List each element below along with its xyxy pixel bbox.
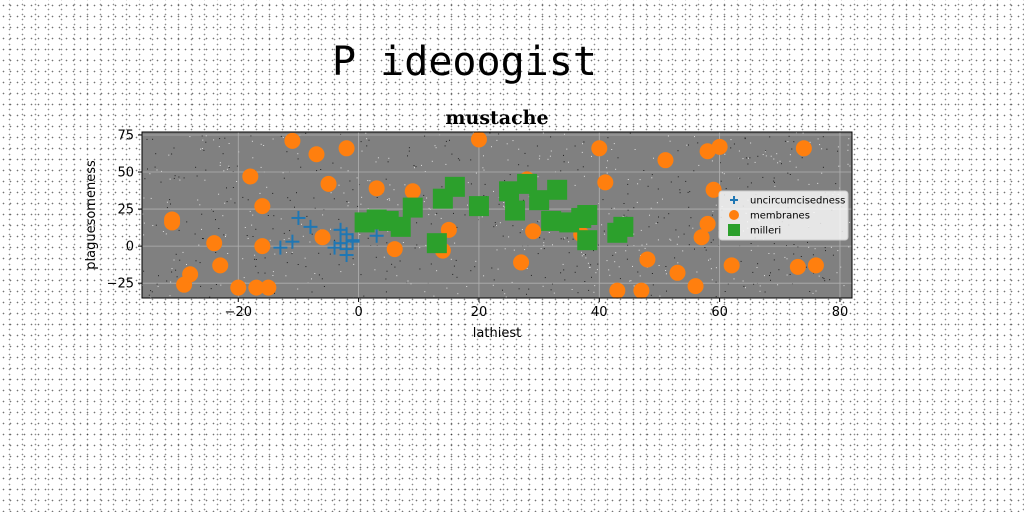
uncircumcisedness-point <box>339 227 354 242</box>
membranes-point <box>338 140 355 157</box>
membranes-point <box>633 282 650 299</box>
membranes-point <box>182 266 199 283</box>
membranes-point <box>164 214 181 231</box>
membranes-point <box>795 140 812 157</box>
membranes-point <box>320 175 337 192</box>
milleri-point <box>577 230 598 251</box>
y-tick-label: −25 <box>107 277 134 292</box>
membranes-point <box>308 146 325 163</box>
plot-frame <box>141 131 853 299</box>
chart-title: mustache <box>445 107 548 129</box>
uncircumcisedness-point <box>285 234 300 249</box>
membranes-point <box>669 264 686 281</box>
legend-label-membranes: membranes <box>750 211 810 222</box>
membranes-point <box>206 235 223 252</box>
membranes-point <box>525 223 542 240</box>
x-axis-label: lathiest <box>473 326 521 341</box>
membranes-point <box>368 180 385 197</box>
membranes-point <box>260 279 277 296</box>
membranes-point <box>639 251 656 268</box>
milleri-point <box>541 210 562 231</box>
membranes-point <box>807 257 824 274</box>
membranes-point <box>386 241 403 258</box>
uncircumcisedness-point <box>339 248 354 263</box>
uncircumcisedness-point <box>291 210 306 225</box>
milleri-point <box>390 216 411 237</box>
membranes-point <box>723 257 740 274</box>
x-tick-label: 20 <box>471 305 488 320</box>
y-axis-label: plaguesomeness <box>84 160 99 270</box>
legend-label-milleri: milleri <box>750 226 781 237</box>
membranes-point <box>711 138 728 155</box>
x-ticks: −20 0 20 40 60 80 <box>225 298 849 320</box>
membranes-point <box>687 278 704 295</box>
milleri-point <box>547 179 568 200</box>
membranes-point <box>513 254 530 271</box>
data-marks <box>164 131 824 299</box>
milleri-point <box>505 200 526 221</box>
uncircumcisedness-point <box>327 240 342 255</box>
y-ticks: −25 0 25 50 75 <box>107 128 142 292</box>
membranes-point <box>254 198 271 215</box>
y-tick-label: 75 <box>117 128 134 143</box>
figure-suptitle: P ideoogist <box>332 39 597 85</box>
membranes-point <box>470 131 487 148</box>
milleri-point <box>402 197 423 218</box>
uncircumcisedness-point <box>303 219 318 234</box>
membranes-point <box>657 152 674 169</box>
membranes-point <box>254 238 271 255</box>
membranes-point <box>609 282 626 299</box>
y-tick-label: 0 <box>126 240 134 255</box>
membranes-point <box>699 143 716 160</box>
membranes-point <box>789 258 806 275</box>
membranes-point <box>242 168 259 185</box>
milleri-point <box>426 233 447 254</box>
x-tick-label: 40 <box>591 305 608 320</box>
membranes-point <box>404 183 421 200</box>
milleri-point <box>444 176 465 197</box>
milleri-point <box>529 190 550 211</box>
uncircumcisedness-point <box>345 234 360 249</box>
uncircumcisedness-point <box>273 240 288 255</box>
milleri-point <box>577 205 598 225</box>
membranes-point <box>284 132 301 149</box>
x-tick-label: −20 <box>225 305 252 320</box>
membranes-point <box>597 174 614 191</box>
membranes-point <box>693 229 710 246</box>
legend-marker-milleri <box>728 224 740 236</box>
legend-marker-uncircumcisedness <box>730 196 738 204</box>
milleri-point <box>613 216 634 237</box>
x-tick-label: 0 <box>354 305 362 320</box>
y-tick-label: 25 <box>117 203 134 218</box>
uncircumcisedness-point <box>369 228 384 243</box>
legend-marker-membranes <box>729 210 739 220</box>
membranes-point <box>705 181 722 198</box>
legend-box <box>718 190 849 241</box>
membranes-point <box>314 229 331 246</box>
membranes-point <box>248 279 265 296</box>
x-tick-label: 80 <box>832 305 849 320</box>
legend-label-uncircumcisedness: uncircumcisedness <box>750 196 845 207</box>
milleri-point <box>499 181 520 202</box>
membranes-point <box>699 215 716 232</box>
milleri-point <box>468 196 489 217</box>
membranes-point <box>591 140 608 157</box>
membranes-point <box>230 279 247 296</box>
x-tick-label: 60 <box>711 305 728 320</box>
membranes-point <box>212 257 229 274</box>
y-tick-label: 50 <box>117 166 134 181</box>
milleri-point <box>517 173 538 194</box>
legend: uncircumcisedness membranes milleri <box>718 190 849 241</box>
